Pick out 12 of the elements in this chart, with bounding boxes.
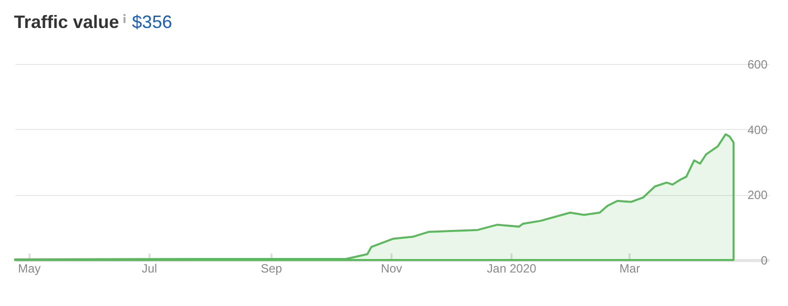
x-tick-label: Jul	[142, 262, 158, 276]
y-tick-label: 400	[747, 122, 768, 137]
x-tick-label: Sep	[260, 262, 282, 276]
x-tick-label: Mar	[619, 262, 640, 276]
y-tick-label: 600	[747, 58, 768, 72]
y-tick-label: 200	[747, 188, 768, 202]
x-tick-label: Jan 2020	[486, 262, 537, 276]
y-tick-label: 0	[760, 254, 768, 268]
chart-title: Traffic value	[14, 12, 120, 33]
x-tick-label: May	[18, 262, 41, 276]
x-tick-label: Nov	[380, 262, 402, 276]
chart-subtitle: $356	[132, 12, 172, 33]
